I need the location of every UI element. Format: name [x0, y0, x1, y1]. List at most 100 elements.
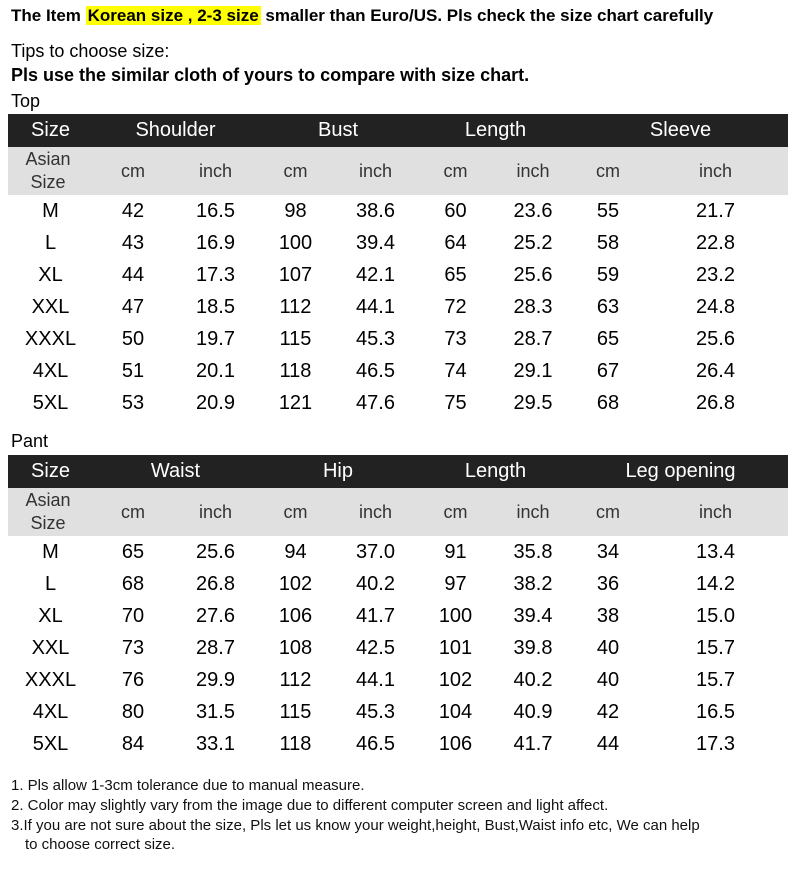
size-cell: M: [42, 541, 59, 563]
value-cell: 46.5: [356, 733, 395, 755]
value-cell: 58: [596, 232, 620, 254]
pant-header-cell: Length: [464, 460, 527, 482]
value-cell: 17.3: [696, 733, 735, 755]
pant-unit-cell: cm: [121, 501, 145, 522]
size-cell: XXXL: [24, 669, 77, 691]
value-cell: 19.7: [196, 328, 235, 350]
table-row: 4XL 80 31.5 115 45.3 104 40.9 42 16.5: [8, 696, 788, 728]
value-cell: 26.8: [696, 392, 735, 414]
value-cell: 112: [279, 669, 312, 691]
value-cell: 47.6: [356, 392, 395, 414]
value-cell: 65: [121, 541, 145, 563]
pant-size-table: Size Waist Hip Length Leg opening Asian Size c…: [8, 455, 788, 760]
value-cell: 24.8: [696, 296, 735, 318]
value-cell: 28.3: [513, 296, 553, 318]
value-cell: 44.1: [356, 669, 395, 691]
value-cell: 115: [279, 701, 312, 723]
value-cell: 38.6: [356, 200, 395, 222]
tips-heading: Tips to choose size:: [11, 41, 170, 61]
top-unit-cell: cm: [283, 160, 308, 181]
value-cell: 22.8: [696, 232, 735, 254]
value-cell: 15.7: [696, 669, 735, 691]
pant-section-label: Pant: [11, 431, 49, 451]
value-cell: 44: [596, 733, 620, 755]
value-cell: 68: [121, 573, 145, 595]
value-cell: 13.4: [696, 541, 735, 563]
table-row: L 43 16.9 100 39.4 64 25.2 58 22.8: [8, 227, 788, 259]
top-table-body: M 42 16.5 98 38.6 60 23.6 55 21.7 L 43 16.9 100 39.4 6…: [8, 195, 788, 419]
value-cell: 40.2: [513, 669, 553, 691]
value-cell: 50: [121, 328, 145, 350]
value-cell: 40.9: [513, 701, 553, 723]
value-cell: 60: [444, 200, 467, 222]
value-cell: 21.7: [696, 200, 735, 222]
note-3-continued: to choose correct size.: [25, 836, 176, 853]
table-row: XXXL 76 29.9 112 44.1 102 40.2 40 15.7: [8, 664, 788, 696]
table-row: M 42 16.5 98 38.6 60 23.6 55 21.7: [8, 195, 788, 227]
size-cell: 4XL: [32, 701, 69, 723]
pant-header-row: Size Waist Hip Length Leg opening: [8, 455, 788, 488]
value-cell: 23.2: [696, 264, 735, 286]
value-cell: 75: [444, 392, 467, 414]
value-cell: 20.9: [196, 392, 235, 414]
value-cell: 102: [438, 669, 473, 691]
value-cell: 84: [121, 733, 145, 755]
value-cell: 35.8: [513, 541, 553, 563]
size-cell: XXL: [31, 296, 70, 318]
value-cell: 17.3: [196, 264, 235, 286]
value-cell: 42.1: [356, 264, 395, 286]
value-cell: 23.6: [513, 200, 553, 222]
value-cell: 53: [121, 392, 145, 414]
value-cell: 42.5: [356, 637, 395, 659]
size-cell: 4XL: [32, 360, 69, 382]
pant-header-cell: Size: [31, 460, 70, 482]
value-cell: 108: [278, 637, 313, 659]
value-cell: 100: [438, 605, 473, 627]
value-cell: 16.5: [196, 200, 235, 222]
value-cell: 76: [121, 669, 145, 691]
value-cell: 16.5: [696, 701, 735, 723]
value-cell: 25.6: [196, 541, 235, 563]
size-cell: M: [42, 200, 59, 222]
value-cell: 41.7: [356, 605, 395, 627]
headline-lead: The Item: [11, 6, 86, 25]
value-cell: 20.1: [196, 360, 235, 382]
top-asian-size-label: Asian Size: [25, 149, 71, 192]
value-cell: 91: [444, 541, 467, 563]
headline: The Item Korean size , 2-3 size smaller …: [11, 4, 713, 28]
value-cell: 41.7: [513, 733, 553, 755]
value-cell: 33.1: [196, 733, 235, 755]
value-cell: 26.8: [196, 573, 235, 595]
value-cell: 29.1: [513, 360, 553, 382]
value-cell: 42: [121, 200, 145, 222]
notes: 1. Pls allow 1-3cm tolerance due to manu…: [11, 776, 700, 855]
headline-tail: smaller than Euro/US. Pls check the size…: [260, 6, 714, 25]
value-cell: 46.5: [356, 360, 395, 382]
value-cell: 68: [596, 392, 620, 414]
value-cell: 100: [278, 232, 313, 254]
top-unit-cell: inch: [516, 160, 550, 181]
top-header-row: Size Shoulder Bust Length Sleeve: [8, 114, 788, 147]
table-row: 5XL 53 20.9 121 47.6 75 29.5 68 26.8: [8, 387, 788, 419]
value-cell: 45.3: [356, 701, 395, 723]
value-cell: 47: [121, 296, 145, 318]
value-cell: 36: [596, 573, 620, 595]
value-cell: 65: [444, 264, 467, 286]
size-cell: XXXL: [24, 328, 77, 350]
value-cell: 65: [596, 328, 620, 350]
value-cell: 104: [438, 701, 473, 723]
value-cell: 40: [596, 669, 620, 691]
top-header-cell: Size: [31, 119, 70, 141]
value-cell: 28.7: [513, 328, 553, 350]
pant-unit-cell: inch: [698, 501, 733, 522]
top-unit-row: Asian Size cm inch cm inch cm inch cm inch: [8, 147, 788, 195]
pant-unit-row: Asian Size cm inch cm inch cm inch cm inch: [8, 488, 788, 536]
pant-unit-cell: inch: [198, 501, 233, 522]
pant-unit-cell: inch: [358, 501, 393, 522]
pant-table-body: M 65 25.6 94 37.0 91 35.8 34 13.4 L 68 26.8 102 40.2 9…: [8, 536, 788, 760]
value-cell: 106: [278, 605, 313, 627]
value-cell: 15.7: [696, 637, 735, 659]
top-header-cell: Shoulder: [135, 119, 216, 141]
value-cell: 101: [438, 637, 473, 659]
value-cell: 40: [596, 637, 620, 659]
